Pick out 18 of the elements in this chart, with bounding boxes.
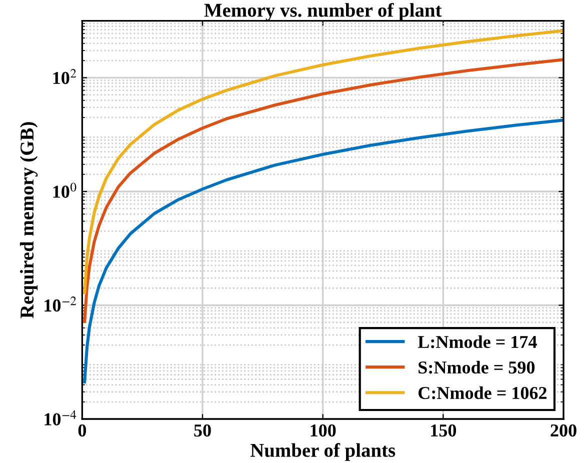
x-tick-label: 0	[78, 424, 86, 437]
line-series	[83, 118, 564, 384]
x-tick-label: 50	[194, 424, 211, 437]
legend-label: C:Nmode = 1062	[418, 386, 546, 400]
x-tick-label: 150	[431, 424, 456, 437]
x-tick-label: 200	[550, 424, 576, 437]
x-axis-title: Number of plants	[250, 443, 396, 461]
y-tick-label: 10$^{−4}$	[44, 410, 76, 426]
legend-label: L:Nmode = 174	[418, 335, 537, 348]
y-axis-title: Required memory (GB)	[20, 122, 38, 318]
legend-label: S:Nmode = 590	[418, 360, 535, 374]
x-tick-label: 100	[310, 424, 336, 437]
y-tick-label: 10$^{2}$	[53, 68, 76, 84]
y-tick-label: 10$^{−2}$	[44, 296, 76, 312]
line-series	[83, 29, 564, 294]
chart-title: Memory vs. number of plant	[204, 2, 442, 21]
y-tick-label: 10$^{0}$	[53, 182, 76, 198]
line-series	[83, 58, 564, 323]
